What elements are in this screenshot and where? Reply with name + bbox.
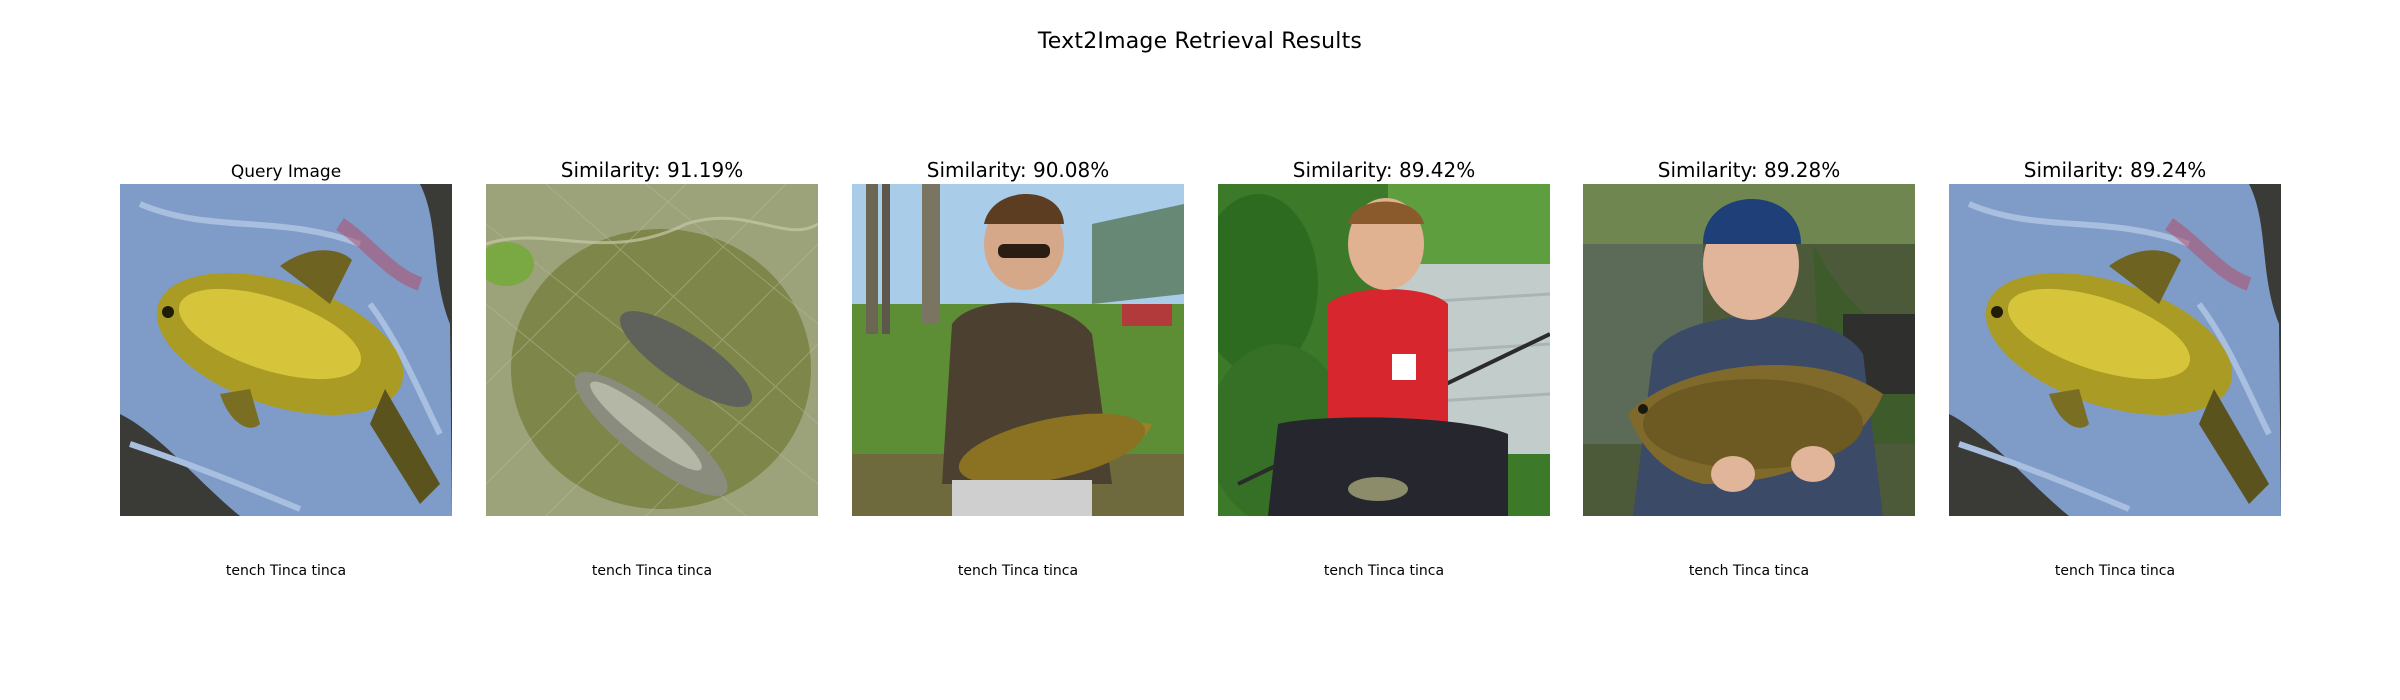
fish-on-blue-towel-image (1949, 184, 2281, 516)
panel-caption: tench Tinca tinca (225, 563, 347, 579)
query-image (120, 184, 452, 516)
panel-title: Similarity: 91.19% (560, 158, 744, 182)
result-image-5 (1949, 184, 2281, 516)
panel-caption: tench Tinca tinca (2054, 563, 2176, 579)
result-image-1 (486, 184, 818, 516)
man-with-sunglasses-holding-fish-image (852, 184, 1184, 516)
result-image-3 (1218, 184, 1550, 516)
panel-caption: tench Tinca tinca (1688, 563, 1810, 579)
result-image-2 (852, 184, 1184, 516)
fish-on-blue-towel-image (120, 184, 452, 516)
result-image-4 (1583, 184, 1915, 516)
boy-in-red-shirt-by-lake-image (1218, 184, 1550, 516)
result-panel-query: Query Image tench Tinca tinca (120, 0, 452, 600)
result-panel-3: Similarity: 89.42% tench Tinca tinca (1218, 0, 1550, 600)
panel-title: Similarity: 89.42% (1292, 158, 1476, 182)
panel-caption: tench Tinca tinca (591, 563, 713, 579)
panel-title: Similarity: 90.08% (926, 158, 1110, 182)
figure-title: Text2Image Retrieval Results (1037, 29, 1363, 54)
panel-caption: tench Tinca tinca (1323, 563, 1445, 579)
two-fish-in-landing-net-image (486, 184, 818, 516)
panel-title: Similarity: 89.24% (2023, 158, 2207, 182)
panel-title: Similarity: 89.28% (1657, 158, 1841, 182)
result-panel-5: Similarity: 89.24% tench Tinca tinca (1949, 0, 2281, 600)
result-panel-2: Similarity: 90.08% tench Tinca tinca (852, 0, 1184, 600)
panel-title: Query Image (230, 162, 342, 182)
result-panel-4: Similarity: 89.28% tench Tinca tinca (1583, 0, 1915, 600)
panel-caption: tench Tinca tinca (957, 563, 1079, 579)
result-panel-1: Similarity: 91.19% tench Tinca tinca (486, 0, 818, 600)
man-in-beanie-holding-fish-image (1583, 184, 1915, 516)
